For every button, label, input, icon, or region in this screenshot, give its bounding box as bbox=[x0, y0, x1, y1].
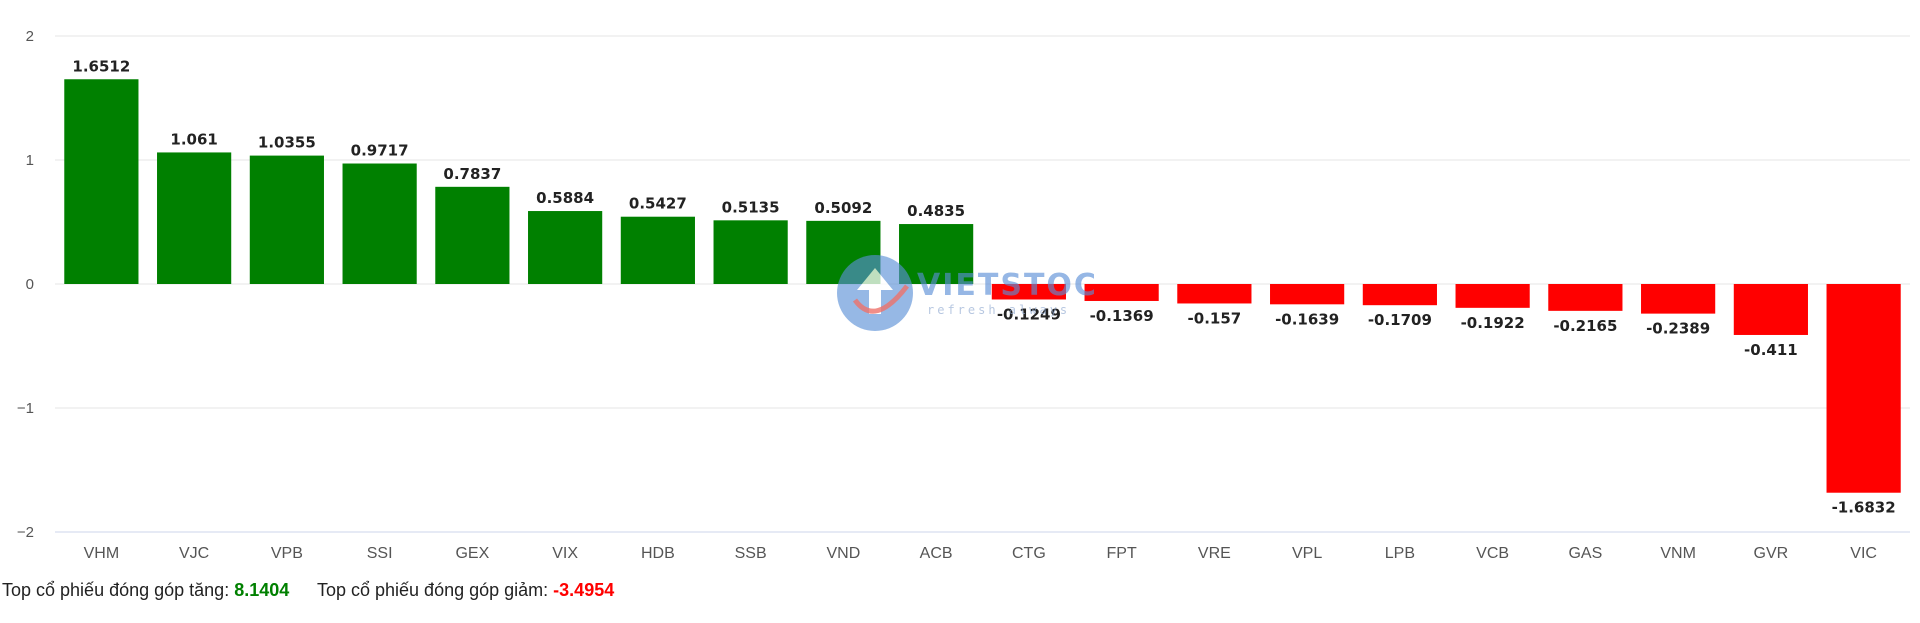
x-tick-label-acb: ACB bbox=[920, 545, 953, 562]
data-label-ssi: 0.9717 bbox=[351, 142, 409, 160]
bar-ssb[interactable] bbox=[713, 220, 788, 284]
y-tick-label: 2 bbox=[26, 28, 34, 45]
bars bbox=[64, 79, 1901, 493]
data-label-vre: -0.157 bbox=[1188, 309, 1242, 327]
summary-line: Top cổ phiếu đóng góp tăng: 8.1404 Top c… bbox=[2, 580, 614, 601]
bar-gex[interactable] bbox=[435, 186, 510, 284]
x-tick-label-vre: VRE bbox=[1198, 545, 1231, 562]
bar-gvr[interactable] bbox=[1733, 284, 1808, 335]
x-tick-label-ssi: SSI bbox=[367, 545, 393, 562]
bar-acb[interactable] bbox=[899, 224, 974, 284]
y-tick-label: 0 bbox=[26, 276, 34, 293]
x-tick-label-vix: VIX bbox=[552, 545, 578, 562]
data-label-acb: 0.4835 bbox=[907, 202, 965, 220]
x-tick-label-vcb: VCB bbox=[1476, 545, 1509, 562]
watermark-brand: VIETSTOCK bbox=[917, 268, 1095, 303]
data-label-ssb: 0.5135 bbox=[722, 198, 780, 216]
x-tick-label-gex: GEX bbox=[455, 545, 489, 562]
data-label-vjc: 1.061 bbox=[170, 130, 217, 148]
x-tick-label-vnm: VNM bbox=[1660, 545, 1696, 562]
contribution-bar-chart: 2 1 0 −1 −2 1.6512 1.061 1.0355 0.9717 0.7837 0.5… bbox=[17, 28, 1910, 562]
x-tick-label-fpt: FPT bbox=[1107, 545, 1137, 562]
data-label-vpb: 1.0355 bbox=[258, 134, 316, 152]
bar-vpb[interactable] bbox=[249, 155, 324, 284]
x-axis: VHM VJC VPB SSI GEX VIX HDB SSB VND ACB CTG FPT VRE V… bbox=[84, 545, 1877, 562]
data-label-vcb: -0.1922 bbox=[1461, 314, 1525, 332]
x-tick-label-vpb: VPB bbox=[271, 545, 303, 562]
x-tick-label-vic: VIC bbox=[1850, 545, 1877, 562]
bar-hdb[interactable] bbox=[620, 216, 695, 284]
bar-vic[interactable] bbox=[1826, 284, 1901, 493]
data-label-lpb: -0.1709 bbox=[1368, 311, 1432, 329]
bar-vpl[interactable] bbox=[1270, 284, 1345, 305]
bar-vjc[interactable] bbox=[157, 152, 232, 284]
x-tick-label-vpl: VPL bbox=[1292, 545, 1322, 562]
bar-vre[interactable] bbox=[1177, 284, 1252, 304]
data-label-vix: 0.5884 bbox=[536, 189, 594, 207]
bar-ctg[interactable] bbox=[991, 284, 1066, 300]
x-tick-label-lpb: LPB bbox=[1385, 545, 1415, 562]
bar-vix[interactable] bbox=[528, 211, 603, 284]
data-label-vhm: 1.6512 bbox=[72, 57, 130, 75]
bar-vnm[interactable] bbox=[1641, 284, 1716, 314]
data-label-gas: -0.2165 bbox=[1553, 317, 1617, 335]
data-label-vic: -1.6832 bbox=[1832, 499, 1896, 517]
data-label-vpl: -0.1639 bbox=[1275, 310, 1339, 328]
bar-lpb[interactable] bbox=[1362, 284, 1437, 306]
x-tick-label-vjc: VJC bbox=[179, 545, 209, 562]
x-tick-label-ctg: CTG bbox=[1012, 545, 1046, 562]
y-tick-label: −2 bbox=[17, 524, 34, 541]
x-tick-label-gas: GAS bbox=[1568, 545, 1602, 562]
data-label-hdb: 0.5427 bbox=[629, 195, 687, 213]
x-tick-label-hdb: HDB bbox=[641, 545, 675, 562]
y-tick-label: −1 bbox=[17, 400, 34, 417]
data-labels: 1.6512 1.061 1.0355 0.9717 0.7837 0.5884 0.542… bbox=[72, 57, 1895, 516]
bar-vhm[interactable] bbox=[64, 79, 139, 285]
summary-up-value: 8.1404 bbox=[234, 580, 290, 600]
x-tick-label-vhm: VHM bbox=[84, 545, 120, 562]
data-label-gvr: -0.411 bbox=[1744, 341, 1798, 359]
data-label-vnm: -0.2389 bbox=[1646, 320, 1710, 338]
bar-fpt[interactable] bbox=[1084, 284, 1159, 301]
summary-down-label: Top cổ phiếu đóng góp giảm: bbox=[316, 580, 549, 600]
x-tick-label-vnd: VND bbox=[826, 545, 860, 562]
watermark-tagline: refresh always bbox=[927, 303, 1070, 317]
summary-up-label: Top cổ phiếu đóng góp tăng: bbox=[2, 580, 230, 600]
summary-down-value: -3.4954 bbox=[553, 580, 615, 600]
data-label-ctg: -0.1249 bbox=[997, 305, 1061, 323]
bar-gas[interactable] bbox=[1548, 284, 1623, 311]
data-label-fpt: -0.1369 bbox=[1090, 307, 1154, 325]
y-axis: 2 1 0 −1 −2 bbox=[17, 28, 34, 541]
y-tick-label: 1 bbox=[26, 152, 34, 169]
vietstock-watermark-logo: VIETSTOCK refresh always bbox=[835, 248, 1121, 343]
data-label-gex: 0.7837 bbox=[443, 165, 501, 183]
data-label-vnd: 0.5092 bbox=[814, 199, 872, 217]
x-tick-label-ssb: SSB bbox=[735, 545, 767, 562]
bar-ssi[interactable] bbox=[342, 163, 417, 284]
bar-vcb[interactable] bbox=[1455, 284, 1530, 308]
x-tick-label-gvr: GVR bbox=[1754, 545, 1789, 562]
